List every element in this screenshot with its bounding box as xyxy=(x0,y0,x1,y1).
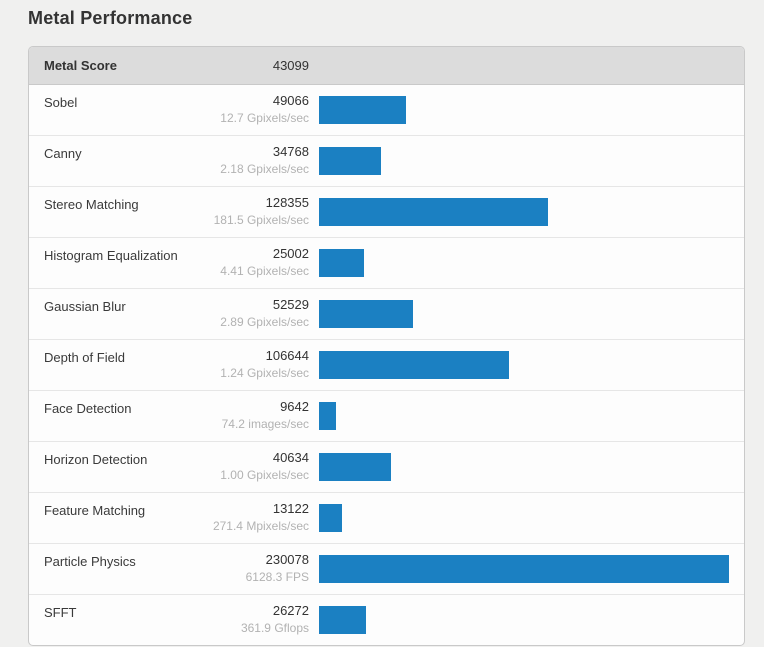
workload-score-value: 13122 xyxy=(272,501,309,516)
workload-scores: 9642 74.2 images/sec xyxy=(204,398,309,433)
workload-bar-cell xyxy=(319,347,729,383)
workload-score-value: 106644 xyxy=(265,348,309,363)
workload-rate-value: 6128.3 FPS xyxy=(245,570,309,584)
workload-bar-cell xyxy=(319,398,729,434)
workload-name: Stereo Matching xyxy=(44,197,139,212)
overall-score-label: Metal Score xyxy=(44,58,117,73)
workload-scores: 49066 12.7 Gpixels/sec xyxy=(204,92,309,127)
workload-score-value: 9642 xyxy=(280,399,309,414)
workload-score-value: 128355 xyxy=(265,195,309,210)
workload-name: Depth of Field xyxy=(44,350,125,365)
workload-rate-value: 4.41 Gpixels/sec xyxy=(220,264,309,278)
workload-scores: 230078 6128.3 FPS xyxy=(204,551,309,586)
workload-rate-value: 2.89 Gpixels/sec xyxy=(220,315,309,329)
workload-score-value: 40634 xyxy=(272,450,309,465)
workload-score-value: 52529 xyxy=(272,297,309,312)
workload-name: Histogram Equalization xyxy=(44,248,178,263)
workload-name: Face Detection xyxy=(44,401,132,416)
table-row: SFFT 26272 361.9 Gflops xyxy=(29,594,744,645)
workload-rate-value: 1.00 Gpixels/sec xyxy=(220,468,309,482)
workload-bar-cell xyxy=(319,143,729,179)
workload-bar-cell xyxy=(319,551,729,587)
workload-score-value: 34768 xyxy=(272,144,309,159)
score-bar xyxy=(319,147,381,175)
workload-rate-value: 12.7 Gpixels/sec xyxy=(220,111,309,125)
score-bar xyxy=(319,300,413,328)
workload-name: Sobel xyxy=(44,95,78,110)
workload-name: Canny xyxy=(44,146,82,161)
score-bar xyxy=(319,453,392,481)
workload-name: Gaussian Blur xyxy=(44,299,126,314)
page-title: Metal Performance xyxy=(28,8,193,28)
workload-bar-cell xyxy=(319,245,729,281)
workload-rate-value: 2.18 Gpixels/sec xyxy=(220,162,309,176)
score-bar xyxy=(319,606,366,634)
benchmark-results-table: Metal Score 43099 Sobel 49066 12.7 Gpixe… xyxy=(28,46,745,646)
workload-scores: 40634 1.00 Gpixels/sec xyxy=(204,449,309,484)
table-header-row: Metal Score 43099 xyxy=(29,47,744,85)
score-bar xyxy=(319,198,548,226)
workload-score-value: 26272 xyxy=(272,603,309,618)
score-bar xyxy=(319,249,364,277)
score-bar xyxy=(319,555,729,583)
workload-rate-value: 181.5 Gpixels/sec xyxy=(213,213,309,227)
workload-scores: 128355 181.5 Gpixels/sec xyxy=(204,194,309,229)
workload-scores: 34768 2.18 Gpixels/sec xyxy=(204,143,309,178)
workload-bar-cell xyxy=(319,194,729,230)
table-row: Feature Matching 13122 271.4 Mpixels/sec xyxy=(29,492,744,543)
table-row: Stereo Matching 128355 181.5 Gpixels/sec xyxy=(29,186,744,237)
workload-scores: 106644 1.24 Gpixels/sec xyxy=(204,347,309,382)
benchmark-rows: Sobel 49066 12.7 Gpixels/sec Canny 34768… xyxy=(29,85,744,645)
table-row: Sobel 49066 12.7 Gpixels/sec xyxy=(29,85,744,135)
table-row: Particle Physics 230078 6128.3 FPS xyxy=(29,543,744,594)
workload-name: Feature Matching xyxy=(44,503,146,518)
workload-name: SFFT xyxy=(44,605,77,620)
workload-scores: 25002 4.41 Gpixels/sec xyxy=(204,245,309,280)
workload-rate-value: 1.24 Gpixels/sec xyxy=(220,366,309,380)
score-bar xyxy=(319,504,343,532)
workload-name: Horizon Detection xyxy=(44,452,148,467)
table-row: Gaussian Blur 52529 2.89 Gpixels/sec xyxy=(29,288,744,339)
workload-name: Particle Physics xyxy=(44,554,136,569)
table-row: Depth of Field 106644 1.24 Gpixels/sec xyxy=(29,339,744,390)
table-row: Horizon Detection 40634 1.00 Gpixels/sec xyxy=(29,441,744,492)
workload-bar-cell xyxy=(319,449,729,485)
workload-score-value: 230078 xyxy=(265,552,309,567)
workload-bar-cell xyxy=(319,296,729,332)
overall-score-value: 43099 xyxy=(272,58,309,73)
workload-rate-value: 74.2 images/sec xyxy=(221,417,309,431)
table-row: Canny 34768 2.18 Gpixels/sec xyxy=(29,135,744,186)
workload-score-value: 49066 xyxy=(272,93,309,108)
score-bar xyxy=(319,402,337,430)
workload-scores: 13122 271.4 Mpixels/sec xyxy=(204,500,309,535)
table-row: Histogram Equalization 25002 4.41 Gpixel… xyxy=(29,237,744,288)
workload-bar-cell xyxy=(319,602,729,638)
score-bar xyxy=(319,351,510,379)
workload-bar-cell xyxy=(319,500,729,536)
workload-scores: 52529 2.89 Gpixels/sec xyxy=(204,296,309,331)
workload-rate-value: 361.9 Gflops xyxy=(240,621,309,635)
score-bar xyxy=(319,96,407,124)
table-row: Face Detection 9642 74.2 images/sec xyxy=(29,390,744,441)
workload-score-value: 25002 xyxy=(272,246,309,261)
workload-scores: 26272 361.9 Gflops xyxy=(204,602,309,637)
workload-bar-cell xyxy=(319,92,729,128)
workload-rate-value: 271.4 Mpixels/sec xyxy=(212,519,309,533)
